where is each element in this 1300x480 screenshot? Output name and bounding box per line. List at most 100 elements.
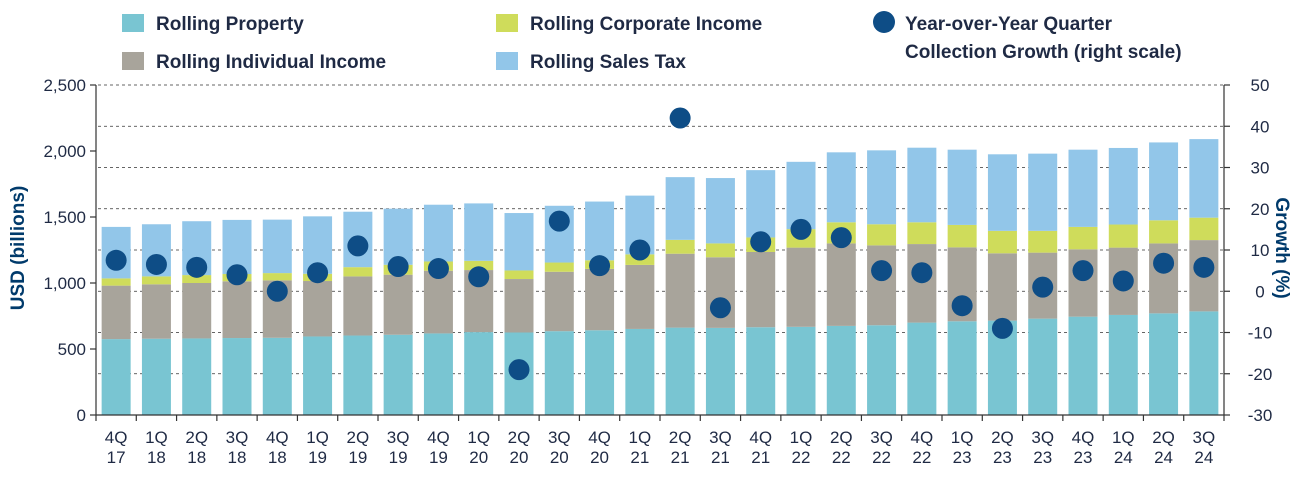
bar-segment-rolling-corporate-income xyxy=(705,243,735,258)
x-tick-label-year: 22 xyxy=(832,448,851,467)
bar-segment-rolling-property xyxy=(182,338,212,415)
growth-point xyxy=(105,249,127,271)
bar-segment-rolling-sales-tax xyxy=(947,149,977,225)
x-tick-label-quarter: 3Q xyxy=(1193,428,1216,447)
bar-segment-rolling-property xyxy=(1108,314,1138,415)
bar-segment-rolling-property xyxy=(705,327,735,415)
bar-segment-rolling-property xyxy=(464,332,494,415)
x-tick-label-year: 18 xyxy=(147,448,166,467)
legend-swatch-rolling-individual-income xyxy=(122,52,144,70)
x-tick-label-year: 19 xyxy=(389,448,408,467)
growth-point xyxy=(508,359,530,381)
left-tick-label: 2,000 xyxy=(43,142,86,161)
right-tick-label: -30 xyxy=(1248,406,1273,425)
growth-point xyxy=(548,210,570,232)
bar-segment-rolling-property xyxy=(101,339,131,415)
growth-point xyxy=(387,256,409,277)
right-tick-label: 50 xyxy=(1251,76,1270,95)
growth-point xyxy=(468,266,490,288)
bar-segment-rolling-sales-tax xyxy=(464,203,494,261)
x-tick-label-year: 19 xyxy=(308,448,327,467)
bar-segment-rolling-sales-tax xyxy=(867,150,897,225)
bar-segment-rolling-individual-income xyxy=(544,271,574,332)
x-tick-label: 1Q 21 xyxy=(629,428,652,467)
bar-segment-rolling-corporate-income xyxy=(101,278,131,286)
growth-point xyxy=(951,295,973,317)
legend-swatch-rolling-corporate-income xyxy=(496,14,518,32)
growth-point xyxy=(307,262,329,284)
growth-point xyxy=(871,260,893,282)
x-tick-label: 3Q 23 xyxy=(1031,428,1054,467)
x-tick-label: 1Q 18 xyxy=(145,428,168,467)
x-tick-label: 1Q 20 xyxy=(467,428,490,467)
x-tick-label: 1Q 24 xyxy=(1112,428,1135,467)
bar-segment-rolling-sales-tax xyxy=(504,213,534,271)
bar-segment-rolling-sales-tax xyxy=(826,152,856,223)
x-tick-label-year: 23 xyxy=(993,448,1012,467)
right-tick-label: 0 xyxy=(1255,282,1264,301)
bar-segment-rolling-property xyxy=(383,334,413,415)
x-tick-label-quarter: 1Q xyxy=(629,428,652,447)
x-tick-label-year: 23 xyxy=(1074,448,1093,467)
x-tick-label-quarter: 3Q xyxy=(226,428,249,447)
x-tick-label: 4Q 21 xyxy=(749,428,772,467)
bar-segment-rolling-sales-tax xyxy=(786,161,816,230)
bar-segment-rolling-property xyxy=(867,325,897,415)
bar-segment-rolling-sales-tax xyxy=(383,208,413,265)
bar-segment-rolling-corporate-income xyxy=(1068,226,1098,250)
x-tick-label-quarter: 1Q xyxy=(306,428,329,447)
x-tick-label-year: 24 xyxy=(1114,448,1133,467)
x-tick-label-year: 18 xyxy=(268,448,287,467)
growth-markers xyxy=(105,107,1215,381)
growth-point xyxy=(186,256,208,278)
growth-point xyxy=(830,227,852,249)
bar-segment-rolling-property xyxy=(665,327,695,415)
bar-segment-rolling-sales-tax xyxy=(585,201,615,261)
bar-segment-rolling-property xyxy=(947,321,977,415)
x-tick-label: 3Q 18 xyxy=(226,428,249,467)
bar-segment-rolling-property xyxy=(303,336,333,415)
bar-segment-rolling-corporate-income xyxy=(343,267,373,277)
left-axis-title: USD (billions) xyxy=(8,186,29,311)
legend-label-rolling-individual-income: Rolling Individual Income xyxy=(156,52,386,73)
x-tick-label-quarter: 2Q xyxy=(991,428,1014,447)
x-tick-label-quarter: 1Q xyxy=(1112,428,1135,447)
x-tick-label-year: 19 xyxy=(429,448,448,467)
x-tick-label-quarter: 4Q xyxy=(1072,428,1095,447)
left-tick-label: 500 xyxy=(58,340,86,359)
bar-segment-rolling-individual-income xyxy=(141,284,171,339)
bar-segment-rolling-individual-income xyxy=(987,253,1017,321)
x-tick-label: 4Q 19 xyxy=(427,428,450,467)
bar-segment-rolling-property xyxy=(262,337,292,415)
bar-segment-rolling-sales-tax xyxy=(987,154,1017,231)
left-tick-label: 1,500 xyxy=(43,208,86,227)
x-tick-label-year: 20 xyxy=(469,448,488,467)
x-tick-label-year: 21 xyxy=(751,448,770,467)
x-tick-label: 2Q 22 xyxy=(830,428,853,467)
x-tick-label-year: 21 xyxy=(671,448,690,467)
bar-segment-rolling-corporate-income xyxy=(544,262,574,272)
bar-segment-rolling-corporate-income xyxy=(182,275,212,283)
x-tick-label-quarter: 4Q xyxy=(105,428,128,447)
x-tick-label: 2Q 18 xyxy=(185,428,208,467)
growth-point xyxy=(709,297,731,319)
right-tick-label: 10 xyxy=(1251,241,1270,260)
legend-label-rolling-property: Rolling Property xyxy=(156,14,304,35)
bar-segment-rolling-corporate-income xyxy=(867,224,897,246)
growth-point xyxy=(1112,270,1134,292)
bar-segment-rolling-property xyxy=(786,326,816,415)
legend-label-rolling-corporate-income: Rolling Corporate Income xyxy=(530,14,762,35)
x-tick-label: 3Q 22 xyxy=(870,428,893,467)
legend-label-growth: Year-over-Year Quarter Collection Growth … xyxy=(905,14,1182,63)
bar-segment-rolling-corporate-income xyxy=(1108,224,1138,248)
growth-point xyxy=(1032,276,1054,298)
left-axis-ticks: 0 500 1,000 1,500 2,000 2,500 xyxy=(43,76,96,425)
bar-segment-rolling-individual-income xyxy=(665,253,695,328)
x-tick-label-quarter: 4Q xyxy=(427,428,450,447)
bar-segment-rolling-individual-income xyxy=(625,264,655,329)
bar-segment-rolling-property xyxy=(585,330,615,415)
x-tick-label-quarter: 4Q xyxy=(588,428,611,447)
bar-segment-rolling-property xyxy=(1028,318,1058,415)
x-tick-label: 2Q 21 xyxy=(669,428,692,467)
x-tick-label-year: 22 xyxy=(792,448,811,467)
